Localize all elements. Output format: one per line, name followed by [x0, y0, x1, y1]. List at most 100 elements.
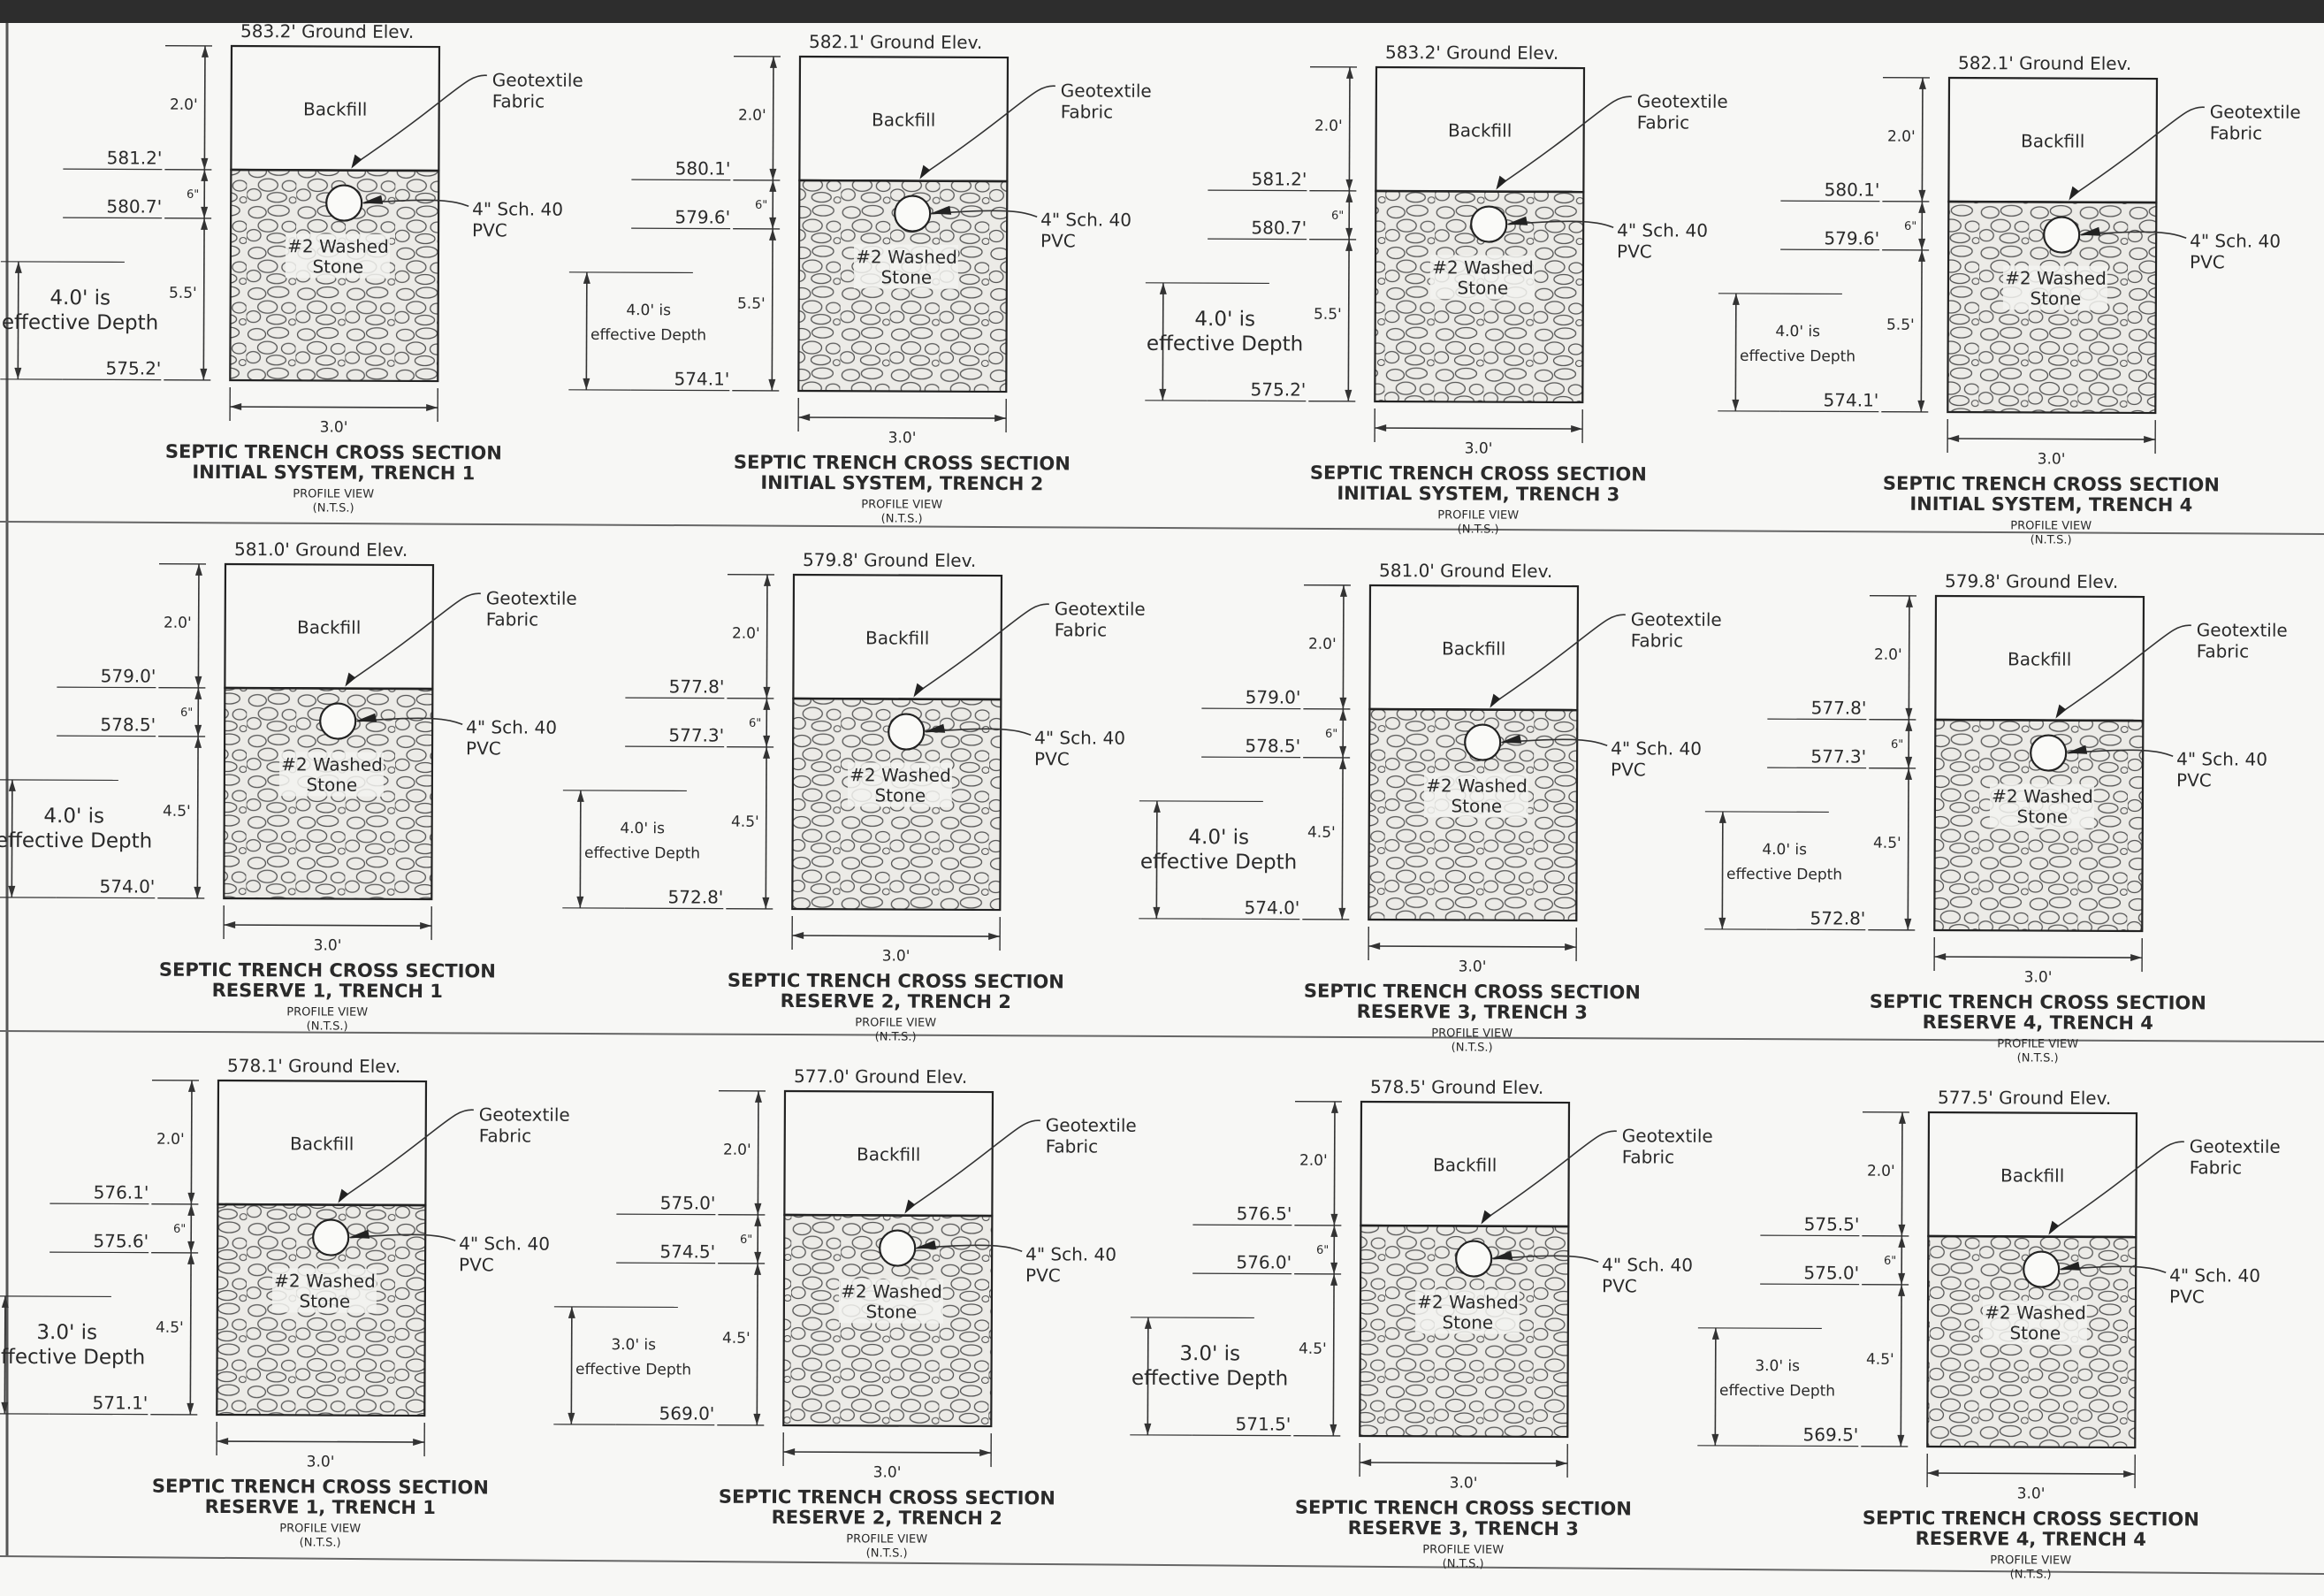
dim-backfill-value: 2.0' [1299, 1152, 1328, 1170]
bottom-elev-underline [1200, 918, 1300, 920]
width-dim-value: 3.0' [888, 429, 917, 447]
section-title: SEPTIC TRENCH CROSS SECTION [1295, 1497, 1632, 1520]
pvc-label-line1: 4" Sch. 40 [1034, 727, 1125, 748]
dim-backfill-arrow [1342, 584, 1345, 709]
effective-depth-line1: 3.0' is [611, 1336, 656, 1354]
ground-elevation-label: 581.0' Ground Elev. [234, 538, 408, 561]
profile-view-label: PROFILE VIEW [855, 1016, 936, 1029]
dim-stone-value: 5.5' [1314, 306, 1342, 324]
pipe-invert-elevation-label: 574.5' [659, 1241, 715, 1262]
dim-backfill-arrow-head-bottom [763, 686, 771, 699]
width-arrow-left [230, 403, 242, 411]
bottom-elev-underline [624, 907, 724, 910]
width-arrow-right [1556, 1460, 1568, 1468]
dim-stone-value: 4.5' [722, 1330, 751, 1348]
dim-pipe-arrow-head-bottom [187, 1241, 195, 1253]
geotextile-label-line2: Fabric [2197, 640, 2250, 661]
pipe-elev-underline [631, 227, 731, 230]
fabric-elevation-label: 575.5' [1804, 1213, 1860, 1234]
pvc-leader-arrow [915, 1240, 937, 1249]
pvc-label-line1: 4" Sch. 40 [1611, 737, 1702, 759]
dim-stone-arrow-head-bottom [768, 378, 776, 391]
stone-label-line2: Stone [874, 784, 926, 806]
stone-label-line1: #2 Washed [1432, 256, 1534, 279]
eff-depth-arrow-head-top [1732, 293, 1740, 305]
dim-stone-arrow-head-bottom [1338, 907, 1346, 920]
pvc-leader [1508, 220, 1614, 228]
stone-label-backing [278, 752, 385, 797]
section-subtitle: RESERVE 3, TRENCH 3 [1348, 1517, 1579, 1539]
pvc-pipe-icon [1470, 205, 1508, 243]
profile-view-label: PROFILE VIEW [1422, 1543, 1504, 1556]
section-subtitle: RESERVE 1, TRENCH 1 [205, 1496, 436, 1518]
eff-depth-top-line [1145, 282, 1269, 285]
eff-depth-top-line [0, 1295, 111, 1298]
pvc-pipe-icon [2023, 1250, 2061, 1288]
profile-view-label: PROFILE VIEW [846, 1532, 927, 1546]
bottom-elev-underline [630, 389, 730, 392]
trench-bottom-elevation-label: 571.5' [1236, 1413, 1292, 1434]
geotextile-leader [346, 592, 481, 684]
dim-pipe-arrow-head-bottom [769, 217, 777, 229]
geotextile-label-line1: Geotextile [486, 587, 577, 608]
dim-backfill-arrow-head-top [1918, 77, 1926, 89]
pvc-leader-arrow [1500, 734, 1522, 744]
geotextile-label-line2: Fabric [1622, 1146, 1675, 1167]
trench-bottom-elevation-label: 574.0' [1245, 897, 1300, 918]
dim-stone-arrow [196, 736, 199, 898]
pvc-pipe-icon [1455, 1240, 1493, 1278]
pvc-pipe-icon [879, 1229, 917, 1267]
profile-view-label: PROFILE VIEW [286, 1005, 368, 1019]
pvc-label-line2: PVC [1034, 748, 1070, 769]
pipe-invert-elevation-label: 580.7' [1251, 217, 1307, 238]
dim-pipe-value: 6" [749, 717, 761, 730]
bottom-elev-underline [1759, 1445, 1859, 1447]
geotextile-leader-arrow [338, 1188, 349, 1203]
nts-label: (N.T.S.) [2017, 1051, 2059, 1065]
width-arrow-right [426, 404, 438, 412]
pvc-label-line2: PVC [2176, 769, 2212, 790]
geotextile-label-line2: Fabric [2210, 122, 2263, 143]
dim-backfill-arrow-head-top [754, 1090, 762, 1103]
dim-pipe-arrow-head-top [187, 1203, 195, 1216]
effective-depth-line1: 4.0' is [1762, 841, 1807, 859]
width-arrow-left [1375, 424, 1387, 432]
dim-pipe-arrow-head-bottom [194, 724, 202, 737]
effective-depth-line1: 3.0' is [1179, 1342, 1240, 1365]
section-title: SEPTIC TRENCH CROSS SECTION [719, 1486, 1055, 1509]
pipe-elev-underline [1760, 1283, 1860, 1286]
width-dim-value: 3.0' [882, 947, 911, 965]
dim-pipe-arrow-head-bottom [1905, 756, 1913, 768]
eff-depth-arrow [1721, 811, 1724, 929]
eff-depth-arrow-head-bottom [1153, 906, 1161, 919]
width-dim-line [1360, 1462, 1568, 1464]
section-subtitle: RESERVE 2, TRENCH 2 [772, 1507, 1002, 1529]
section-title: SEPTIC TRENCH CROSS SECTION [1304, 981, 1641, 1004]
dim-backfill-arrow [1901, 1111, 1903, 1236]
dim-backfill-arrow-head-top [1898, 1111, 1906, 1124]
width-dim-line [1375, 427, 1583, 430]
dim-backfill-arrow [197, 563, 200, 688]
width-arrow-right [2144, 436, 2156, 444]
pvc-label-line1: 4" Sch. 40 [2190, 230, 2281, 251]
dim-backfill-arrow-head-top [187, 1080, 195, 1092]
dim-stone-value: 4.5' [1299, 1340, 1327, 1358]
dim-pipe-value: 6" [180, 706, 193, 720]
effective-depth-line1: 4.0' is [1188, 826, 1249, 849]
geotextile-fabric-line [784, 1213, 993, 1218]
geotextile-leader-arrow [919, 164, 931, 179]
dim-backfill-value: 2.0' [723, 1142, 751, 1159]
stone-label-backing [1982, 1300, 2088, 1345]
pipe-invert-elevation-label: 579.6' [674, 206, 730, 227]
eff-depth-arrow [4, 1295, 6, 1414]
dim-stone-arrow-head-top [1330, 1273, 1338, 1286]
dim-stone-arrow-head-top [1345, 239, 1353, 251]
geotextile-label-line2: Fabric [1046, 1135, 1099, 1157]
dim-pipe-arrow-head-top [754, 1214, 762, 1226]
section-title: SEPTIC TRENCH CROSS SECTION [1310, 462, 1647, 485]
dim-stone-value: 4.5' [1307, 824, 1336, 842]
pvc-label-line1: 4" Sch. 40 [1602, 1254, 1693, 1275]
fabric-elev-underline [616, 1213, 716, 1216]
effective-depth-line1: 3.0' is [36, 1321, 97, 1344]
dim-pipe-arrow-head-top [1898, 1235, 1906, 1248]
